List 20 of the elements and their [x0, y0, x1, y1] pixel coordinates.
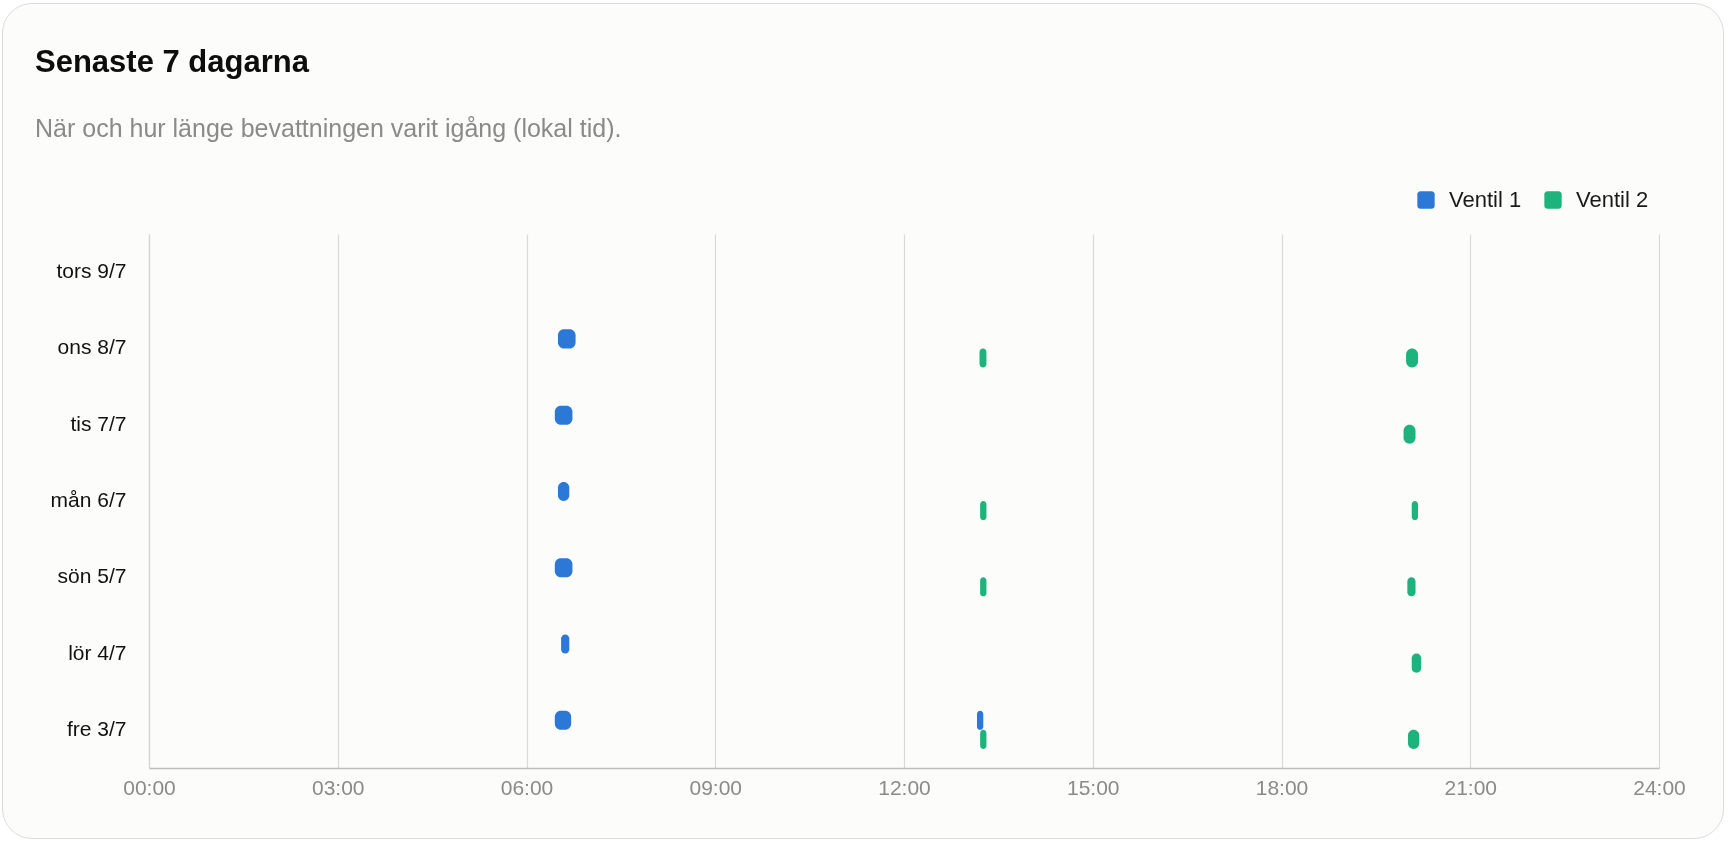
y-tick-label: lör 4/7: [68, 640, 127, 664]
y-tick-label: tors 9/7: [56, 259, 127, 283]
x-tick-label: 18:00: [1255, 775, 1309, 799]
x-tick-label: 09:00: [689, 775, 743, 799]
y-tick-label: fre 3/7: [66, 716, 127, 740]
y-tick-label: mån 6/7: [50, 488, 127, 511]
x-tick-label: 00:00: [123, 775, 176, 799]
x-tick-label: 15:00: [1066, 775, 1120, 799]
x-tick-label: 03:00: [311, 775, 365, 799]
y-tick-label: sön 5/7: [57, 564, 127, 588]
chart-subtitle: När och hur länge bevattningen varit igång (lokal tid).: [35, 114, 622, 142]
y-tick-label: tis 7/7: [70, 411, 127, 435]
y-tick-label: ons 8/7: [57, 335, 127, 359]
legend-label: Ventil 2: [1576, 187, 1649, 212]
legend-label: Ventil 1: [1449, 187, 1522, 212]
chart-title: Senaste 7 dagarna: [35, 44, 310, 79]
x-tick-label: 12:00: [878, 775, 931, 799]
x-tick-label: 24:00: [1633, 775, 1686, 799]
x-tick-label: 06:00: [500, 775, 554, 799]
x-tick-label: 21:00: [1444, 775, 1498, 799]
